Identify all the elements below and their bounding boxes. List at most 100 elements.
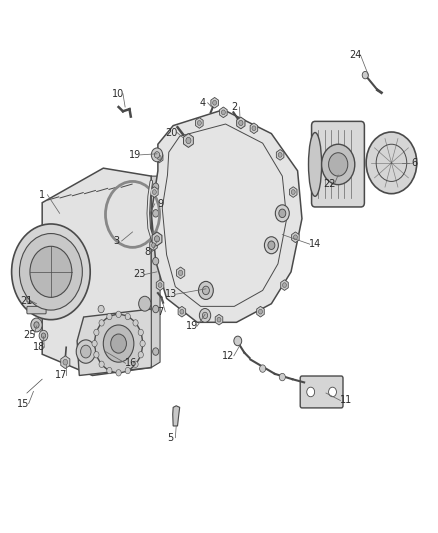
Circle shape — [279, 373, 286, 381]
Text: 5: 5 — [167, 433, 173, 443]
Circle shape — [152, 190, 156, 195]
Circle shape — [116, 311, 121, 318]
Circle shape — [152, 183, 159, 190]
Polygon shape — [151, 110, 302, 322]
Polygon shape — [173, 406, 180, 426]
Circle shape — [133, 320, 138, 326]
Polygon shape — [151, 187, 158, 197]
Text: 3: 3 — [113, 236, 120, 246]
Circle shape — [293, 235, 297, 240]
Circle shape — [202, 312, 208, 319]
Polygon shape — [276, 150, 284, 160]
Text: 18: 18 — [33, 342, 45, 352]
Polygon shape — [257, 306, 264, 317]
Circle shape — [307, 387, 314, 397]
Text: 25: 25 — [23, 329, 35, 340]
Circle shape — [133, 361, 138, 367]
Polygon shape — [150, 240, 157, 251]
Circle shape — [155, 236, 159, 242]
Circle shape — [94, 329, 99, 336]
Circle shape — [152, 348, 159, 356]
Text: 2: 2 — [231, 102, 237, 112]
Circle shape — [12, 224, 90, 320]
Text: 15: 15 — [17, 399, 30, 409]
Text: 4: 4 — [199, 98, 205, 108]
Text: 23: 23 — [133, 270, 146, 279]
Polygon shape — [292, 232, 299, 243]
Circle shape — [116, 369, 121, 376]
Circle shape — [99, 320, 104, 326]
Polygon shape — [156, 280, 164, 290]
Circle shape — [152, 209, 159, 217]
Polygon shape — [211, 98, 219, 108]
Polygon shape — [290, 187, 297, 197]
Text: 10: 10 — [112, 88, 124, 99]
Circle shape — [198, 120, 201, 125]
Polygon shape — [215, 314, 223, 325]
Circle shape — [154, 152, 159, 158]
Circle shape — [328, 387, 336, 397]
FancyBboxPatch shape — [27, 306, 46, 314]
Circle shape — [81, 345, 91, 358]
Circle shape — [76, 340, 95, 364]
Circle shape — [34, 322, 39, 328]
Text: 8: 8 — [144, 247, 150, 256]
Circle shape — [213, 100, 217, 105]
Circle shape — [94, 352, 99, 358]
Circle shape — [239, 120, 243, 126]
Text: 20: 20 — [166, 127, 178, 138]
Text: 6: 6 — [412, 158, 418, 168]
Circle shape — [125, 313, 131, 320]
Circle shape — [139, 296, 151, 311]
Circle shape — [92, 341, 97, 347]
Circle shape — [157, 155, 161, 160]
Polygon shape — [152, 232, 162, 246]
Circle shape — [252, 126, 256, 131]
Circle shape — [198, 281, 213, 300]
Polygon shape — [184, 134, 193, 148]
Circle shape — [260, 365, 266, 372]
Circle shape — [39, 330, 48, 341]
Circle shape — [202, 286, 209, 295]
Circle shape — [362, 71, 368, 79]
Circle shape — [111, 334, 127, 353]
Circle shape — [283, 282, 286, 287]
Circle shape — [221, 110, 225, 115]
Polygon shape — [196, 118, 203, 128]
Text: 19: 19 — [186, 321, 198, 331]
Text: 11: 11 — [339, 395, 352, 406]
Circle shape — [152, 257, 159, 265]
Circle shape — [278, 152, 282, 157]
FancyBboxPatch shape — [300, 376, 343, 408]
Text: 19: 19 — [129, 150, 141, 160]
Text: 17: 17 — [55, 370, 67, 381]
Text: 1: 1 — [39, 190, 45, 200]
Polygon shape — [250, 123, 258, 134]
Polygon shape — [177, 267, 185, 279]
Polygon shape — [178, 306, 186, 317]
Text: 12: 12 — [223, 351, 235, 361]
Circle shape — [258, 309, 262, 314]
Circle shape — [140, 341, 145, 347]
Circle shape — [151, 148, 162, 162]
FancyBboxPatch shape — [27, 295, 46, 302]
Circle shape — [107, 367, 112, 374]
Circle shape — [366, 132, 417, 193]
Circle shape — [98, 305, 104, 313]
Circle shape — [30, 246, 72, 297]
Circle shape — [138, 352, 143, 358]
Polygon shape — [237, 117, 245, 129]
Text: 7: 7 — [157, 306, 163, 317]
Circle shape — [178, 270, 183, 276]
Circle shape — [279, 209, 286, 217]
Circle shape — [217, 317, 221, 322]
Text: 14: 14 — [309, 239, 321, 249]
Circle shape — [99, 361, 104, 367]
Polygon shape — [151, 176, 160, 368]
FancyBboxPatch shape — [311, 122, 364, 207]
Circle shape — [31, 318, 42, 332]
Polygon shape — [219, 107, 227, 118]
Circle shape — [199, 309, 211, 322]
Polygon shape — [77, 309, 155, 375]
Circle shape — [95, 314, 143, 373]
